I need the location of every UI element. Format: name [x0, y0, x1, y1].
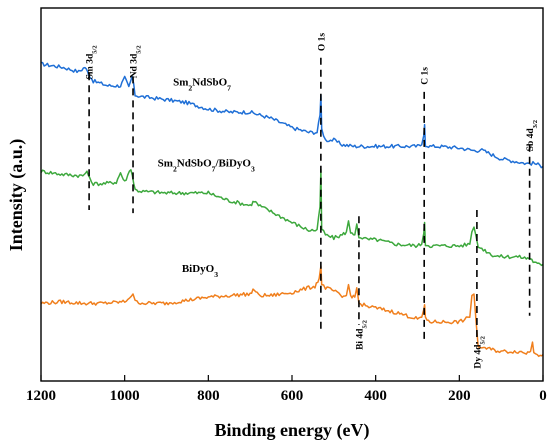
series-line-1 [40, 168, 544, 267]
annotation-label-c: C 1s [421, 67, 431, 85]
x-tick-label-400: 400 [364, 388, 387, 404]
x-axis-title: Binding energy (eV) [215, 420, 370, 441]
annotation-label-bi: Bi 4d5/2 [355, 319, 368, 350]
x-tick-label-1000: 1000 [110, 388, 140, 404]
series-label-1: Sm2NdSbO7/BiDyO3 [158, 158, 255, 174]
x-tick-label-600: 600 [281, 388, 304, 404]
annotation-label-dy: Dy 4d5/2 [473, 335, 486, 368]
plot-frame [40, 7, 544, 382]
x-tick-label-800: 800 [197, 388, 220, 404]
series-line-2 [40, 265, 544, 358]
series-labels: Sm2NdSbO7 Sm2NdSbO7/BiDyO3 BiDyO3 [158, 77, 255, 279]
series-label-2: BiDyO3 [182, 263, 218, 279]
x-tick-label-0: 0 [539, 388, 547, 404]
y-axis-title: Intensity (a.u.) [6, 139, 27, 252]
annotation-label-nd: Nd 3d5/2 [130, 45, 143, 79]
annotation-label-sm: Sm 3d5/2 [86, 45, 99, 80]
annotation-label-o: O 1s [317, 33, 327, 52]
series-traces [40, 61, 544, 358]
x-tick-label-1200: 1200 [26, 388, 56, 404]
x-tick-label-200: 200 [448, 388, 471, 404]
peak-annotations: Sm 3d5/2 Nd 3d5/2 O 1s C 1s Sb 4d3/2 Bi 4d5/2… [86, 33, 539, 369]
annotation-label-sb: Sb 4d3/2 [526, 119, 539, 151]
series-label-0: Sm2NdSbO7 [173, 77, 231, 93]
series-line-0 [40, 61, 544, 169]
x-axis-ticks: 1200 1000 800 600 400 200 0 [26, 375, 547, 404]
